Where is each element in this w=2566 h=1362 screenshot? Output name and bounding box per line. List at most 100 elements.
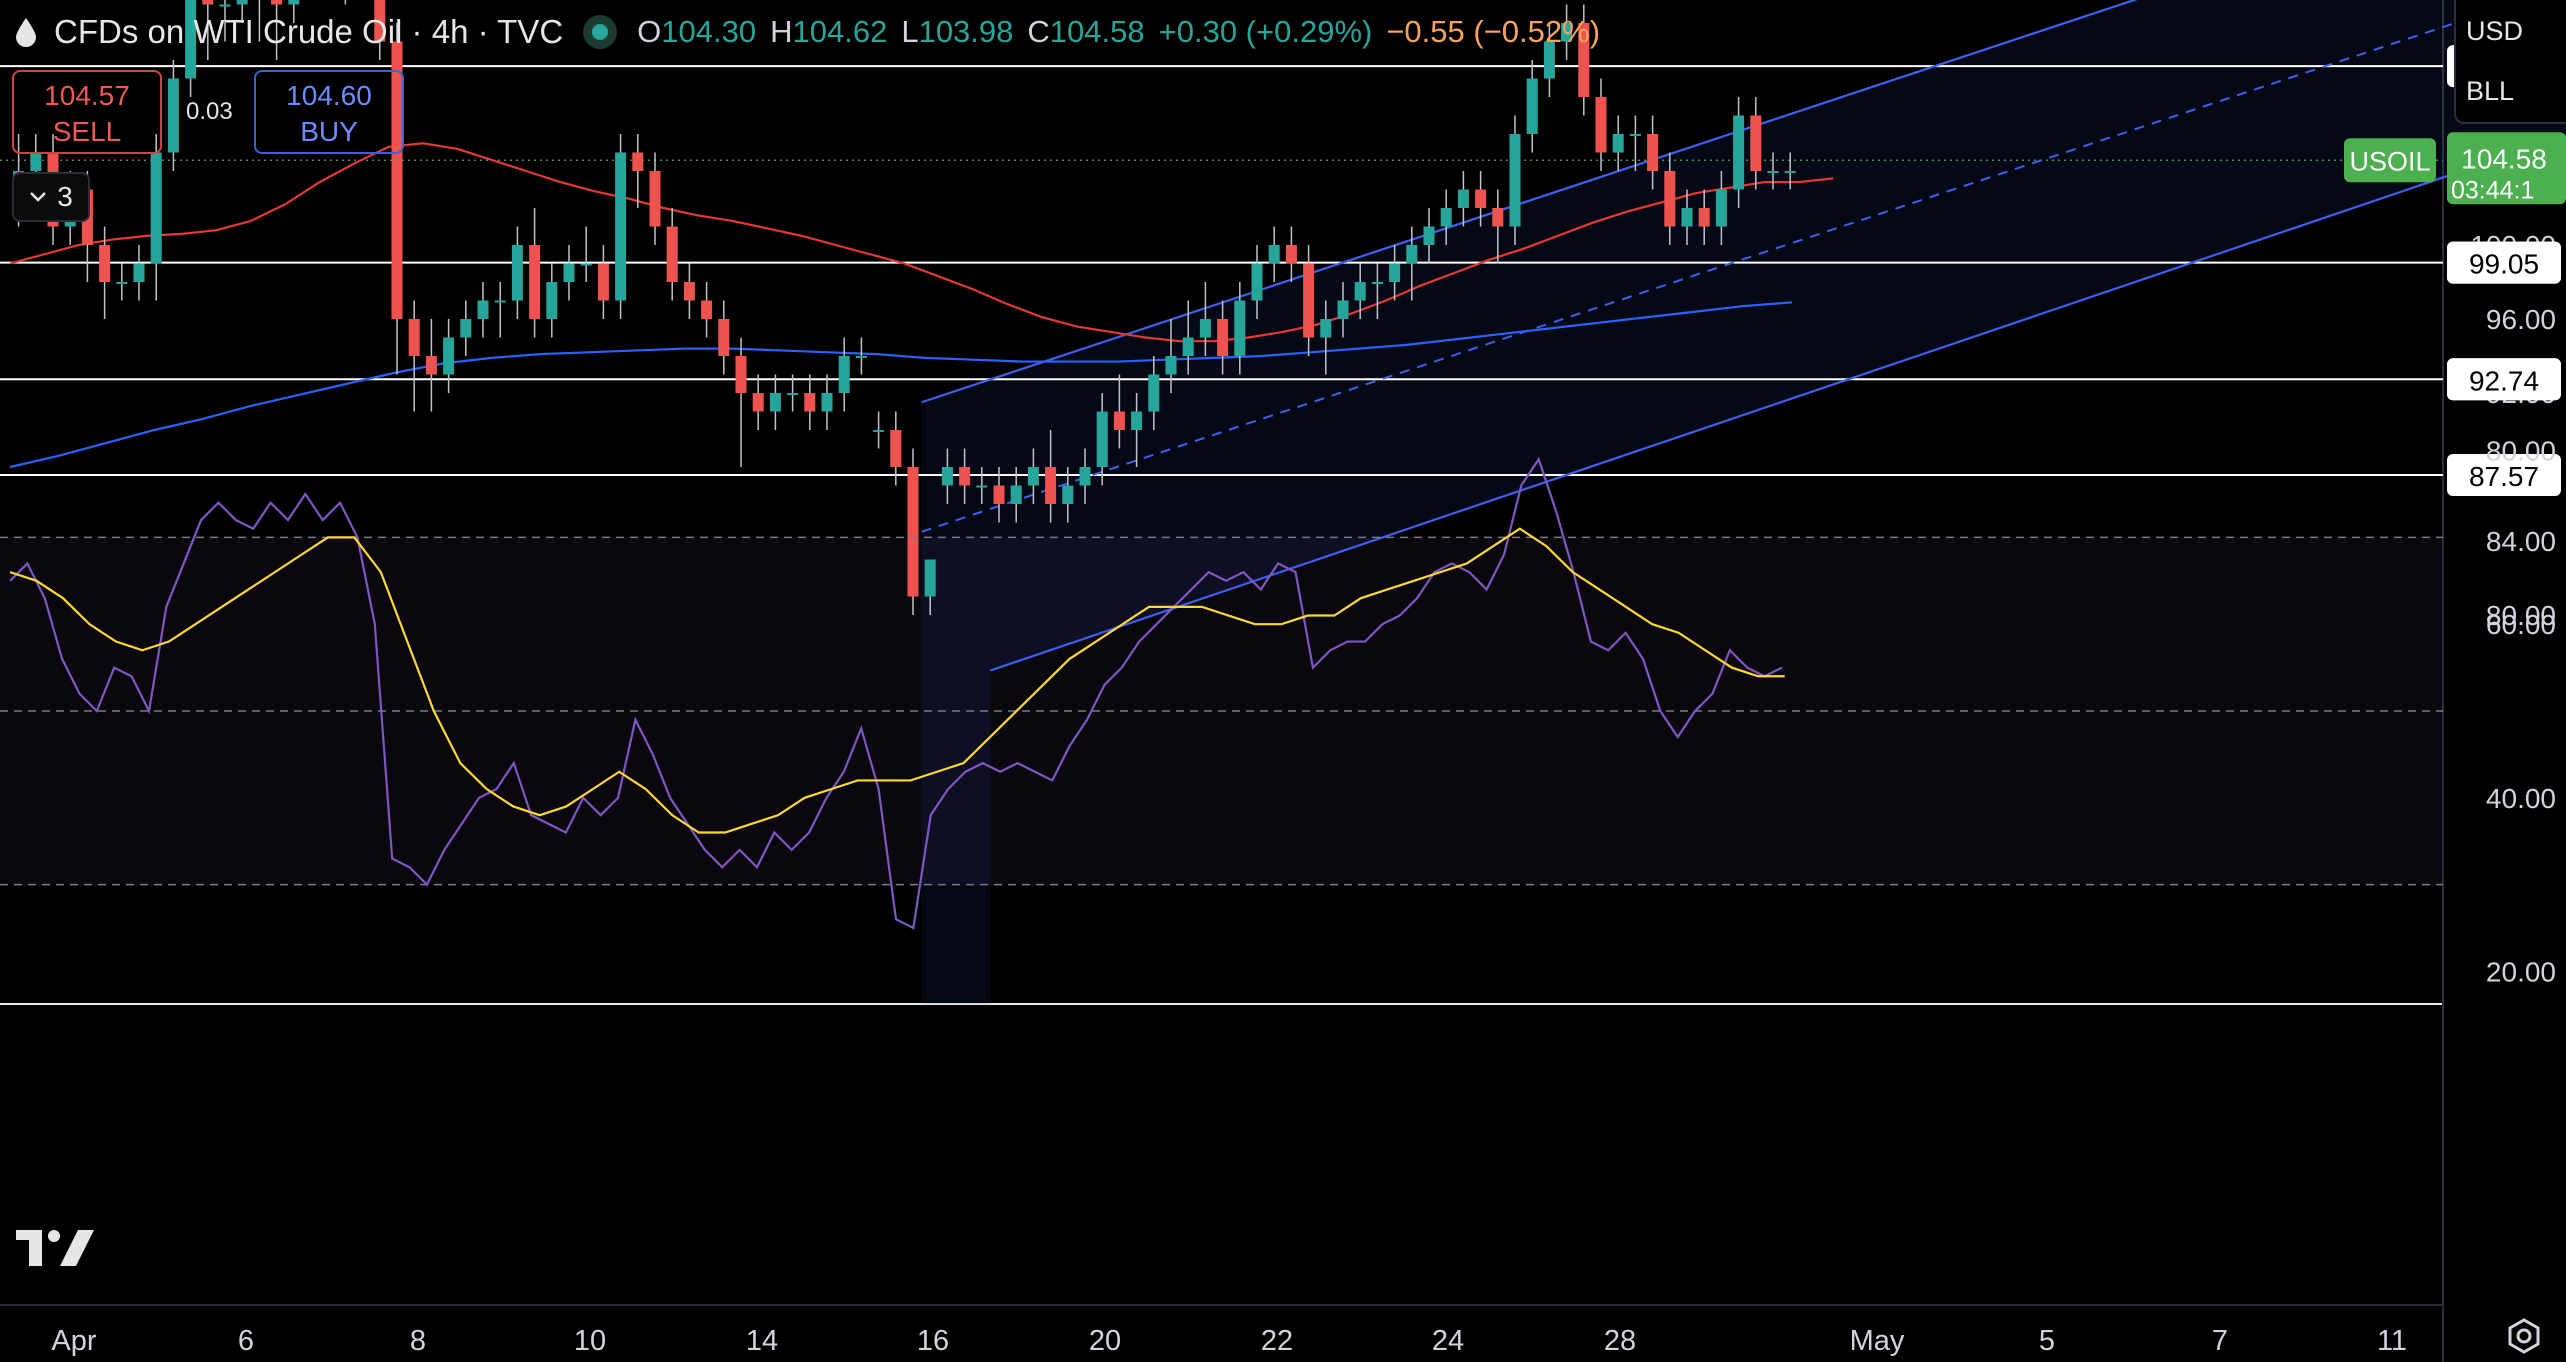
candle bbox=[546, 263, 558, 338]
buy-label: BUY bbox=[300, 116, 358, 147]
candle bbox=[1475, 171, 1487, 227]
candle-body bbox=[133, 263, 145, 282]
level-label-box bbox=[2447, 358, 2561, 401]
tradingview-logo[interactable] bbox=[16, 1228, 96, 1277]
moving-averages bbox=[9, 142, 1834, 469]
candle bbox=[1647, 115, 1659, 190]
price-tick-label: 84.00 bbox=[2486, 526, 2556, 557]
candle-body bbox=[1440, 208, 1452, 227]
candle-body bbox=[855, 356, 867, 358]
level-label-box bbox=[2447, 241, 2561, 284]
candle-body bbox=[236, 0, 248, 5]
low-value: 103.98 bbox=[918, 14, 1014, 49]
candle-body bbox=[1406, 245, 1418, 264]
candle-body bbox=[1010, 485, 1022, 504]
candle bbox=[1423, 208, 1435, 264]
candle-body bbox=[477, 300, 489, 319]
candle bbox=[99, 226, 111, 319]
rsi-tick-label: 40.00 bbox=[2486, 783, 2556, 814]
candle-body bbox=[1113, 411, 1125, 430]
rsi-ma-line bbox=[9, 527, 1785, 834]
candle-body bbox=[1045, 467, 1057, 504]
rsi-tick-label: 20.00 bbox=[2486, 956, 2556, 987]
candle bbox=[1578, 4, 1590, 116]
candle bbox=[1371, 263, 1383, 319]
time-axis-label: 16 bbox=[917, 1325, 949, 1357]
candle-body bbox=[1784, 171, 1796, 173]
candle bbox=[804, 374, 816, 430]
candle bbox=[1285, 226, 1297, 282]
candle-body bbox=[1612, 134, 1624, 153]
horizontal-levels[interactable] bbox=[0, 0, 2443, 476]
candle-body bbox=[185, 0, 197, 79]
candle bbox=[1217, 300, 1229, 375]
candle bbox=[873, 411, 885, 449]
candle-body bbox=[1062, 485, 1074, 504]
candle bbox=[735, 337, 747, 467]
rsi-pane bbox=[0, 456, 2443, 930]
candle bbox=[258, 0, 261, 42]
unit-label[interactable]: BLL bbox=[2466, 76, 2515, 106]
candle bbox=[1320, 300, 1332, 375]
regression-channel-fill bbox=[921, 0, 2566, 1004]
candle-body bbox=[408, 319, 420, 356]
close-label: C bbox=[1027, 14, 1050, 49]
candle bbox=[787, 374, 799, 412]
candle bbox=[1733, 97, 1745, 208]
candle-body bbox=[1733, 115, 1745, 190]
symbol-label: USOIL bbox=[2349, 146, 2430, 176]
candle-body bbox=[1509, 134, 1521, 227]
high-value: 104.62 bbox=[792, 14, 888, 49]
candle bbox=[1629, 115, 1641, 171]
time-axis-label: 20 bbox=[1089, 1325, 1121, 1357]
currency-label[interactable]: USD bbox=[2466, 16, 2524, 46]
candle-body bbox=[99, 245, 111, 282]
candle bbox=[1526, 60, 1538, 153]
time-axis-label: 10 bbox=[574, 1325, 606, 1357]
candle bbox=[597, 245, 609, 319]
candle bbox=[443, 319, 455, 393]
candle bbox=[1354, 263, 1366, 319]
level-label: 99.05 bbox=[2469, 249, 2539, 280]
candle bbox=[701, 282, 713, 338]
candle-body bbox=[1165, 356, 1177, 375]
candle bbox=[838, 337, 850, 412]
sell-button[interactable]: 104.57 SELL bbox=[12, 70, 162, 154]
candle-body bbox=[1303, 263, 1315, 338]
candle bbox=[1767, 152, 1779, 190]
candle-body bbox=[30, 152, 42, 171]
ohlc-values: O104.30 H104.62 L103.98 C104.58 +0.30 (+… bbox=[637, 14, 1600, 50]
time-axis-label: 8 bbox=[410, 1325, 426, 1357]
candle-body bbox=[873, 430, 885, 432]
candle-body bbox=[1337, 300, 1349, 319]
candle-body bbox=[580, 263, 592, 266]
time-axis-label: 6 bbox=[238, 1325, 254, 1357]
indicators-toggle-button[interactable]: 3 bbox=[12, 172, 90, 222]
candle-body bbox=[1027, 467, 1039, 486]
candle bbox=[477, 282, 489, 338]
settings-gear-icon[interactable] bbox=[2504, 1316, 2544, 1361]
currency-unit-menu[interactable]: USD BLL bbox=[2454, 0, 2566, 124]
candle-body bbox=[821, 393, 833, 412]
candle-body bbox=[391, 41, 403, 319]
candle-body bbox=[116, 282, 128, 284]
candle bbox=[460, 300, 472, 356]
buy-price: 104.60 bbox=[286, 80, 372, 111]
candle bbox=[511, 226, 523, 319]
buy-button[interactable]: 104.60 BUY bbox=[254, 70, 404, 154]
oil-drop-icon bbox=[12, 14, 40, 50]
candle bbox=[632, 134, 644, 208]
candle-body bbox=[666, 226, 678, 282]
chart-legend: CFDs on WTI Crude Oil · 4h · TVC O104.30… bbox=[12, 8, 1600, 56]
candle-body bbox=[1148, 374, 1160, 412]
candle-body bbox=[1664, 171, 1676, 227]
ma-fast-line bbox=[9, 142, 1834, 343]
candle-body bbox=[1543, 41, 1555, 79]
candle-body bbox=[1423, 226, 1435, 245]
time-axis-label: 5 bbox=[2039, 1325, 2055, 1357]
symbol-title[interactable]: CFDs on WTI Crude Oil · 4h · TVC bbox=[54, 13, 564, 50]
candle-body bbox=[1595, 97, 1607, 153]
candle bbox=[1079, 448, 1091, 504]
candle-body bbox=[1750, 115, 1762, 171]
